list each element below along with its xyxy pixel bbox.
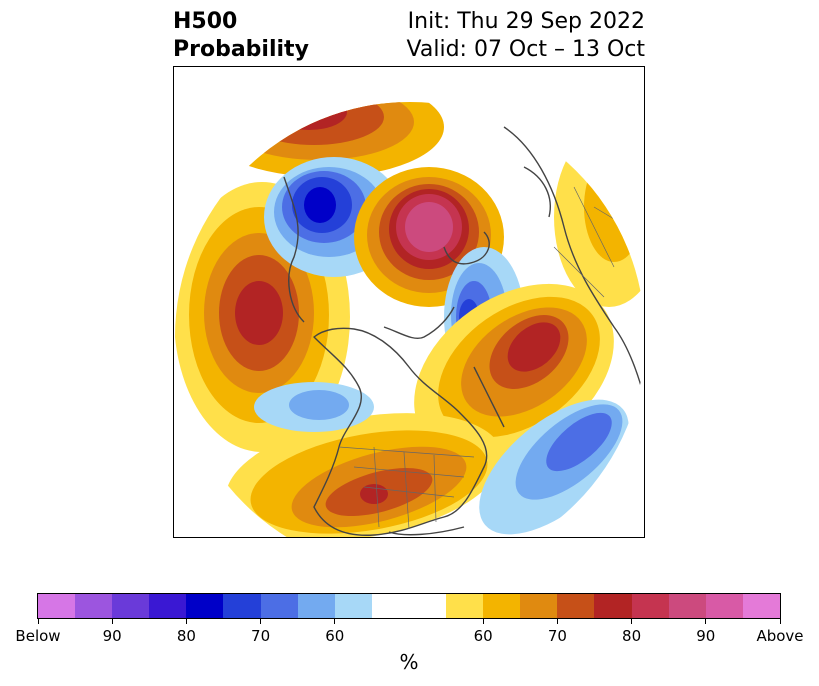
colorbar-swatch <box>446 594 484 618</box>
map-disc <box>175 102 644 537</box>
colorbar-swatch <box>668 594 706 618</box>
colorbar-swatch <box>371 594 447 618</box>
probability-map-svg <box>175 102 644 537</box>
colorbar-swatch <box>38 594 76 618</box>
colorbar-tick-label: 90 <box>696 627 716 645</box>
colorbar-tick-mark <box>334 619 336 624</box>
anomaly-central-us <box>225 413 503 537</box>
colorbar-tick-mark <box>260 619 262 624</box>
valid-range: Valid: 07 Oct – 13 Oct <box>406 37 645 62</box>
anomaly-western-atlantic <box>479 399 629 535</box>
colorbar-tick-mark <box>185 619 187 624</box>
colorbar-tick-label: 60 <box>473 627 493 645</box>
anomaly-gulf-of-alaska <box>254 382 374 432</box>
colorbar-swatch <box>260 594 298 618</box>
colorbar-swatch <box>631 594 669 618</box>
colorbar-tick-mark <box>556 619 558 624</box>
colorbar-tick-label: 80 <box>176 627 196 645</box>
map-title: H500 Probability <box>173 8 309 64</box>
colorbar-tick-mark <box>37 619 39 624</box>
title-variable: H500 <box>173 9 238 34</box>
colorbar-swatch <box>149 594 187 618</box>
colorbar-tick-mark <box>631 619 633 624</box>
colorbar-tick-label: 60 <box>325 627 345 645</box>
colorbar-tick-mark <box>482 619 484 624</box>
colorbar-swatch <box>705 594 743 618</box>
colorbar-swatch <box>223 594 261 618</box>
colorbar-swatch <box>186 594 224 618</box>
colorbar-tick-mark <box>705 619 707 624</box>
colorbar-swatch <box>742 594 780 618</box>
colorbar-swatch <box>520 594 558 618</box>
colorbar-swatch <box>297 594 335 618</box>
colorbar-tick-label: 70 <box>547 627 567 645</box>
colorbar-swatch <box>75 594 113 618</box>
colorbar-tick-label: 80 <box>622 627 642 645</box>
colorbar-tick-mark <box>779 619 781 624</box>
colorbar-swatch <box>112 594 150 618</box>
polar-map <box>173 66 645 538</box>
colorbar-swatch <box>557 594 595 618</box>
colorbar-tick-label: 70 <box>251 627 271 645</box>
colorbar-unit-label: % <box>399 650 419 674</box>
colorbar-swatch <box>594 594 632 618</box>
anomaly-north-atlantic <box>414 283 614 461</box>
colorbar-tick-label: Above <box>756 627 804 645</box>
colorbar-tick-label: Below <box>15 627 61 645</box>
date-info: Init: Thu 29 Sep 2022 Valid: 07 Oct – 13… <box>390 8 645 64</box>
colorbar-swatch <box>334 594 372 618</box>
colorbar <box>37 593 781 619</box>
title-type: Probability <box>173 37 309 62</box>
init-date: Init: Thu 29 Sep 2022 <box>407 9 645 34</box>
colorbar-tick-mark <box>111 619 113 624</box>
colorbar-swatch <box>483 594 521 618</box>
colorbar-tick-label: 90 <box>102 627 122 645</box>
